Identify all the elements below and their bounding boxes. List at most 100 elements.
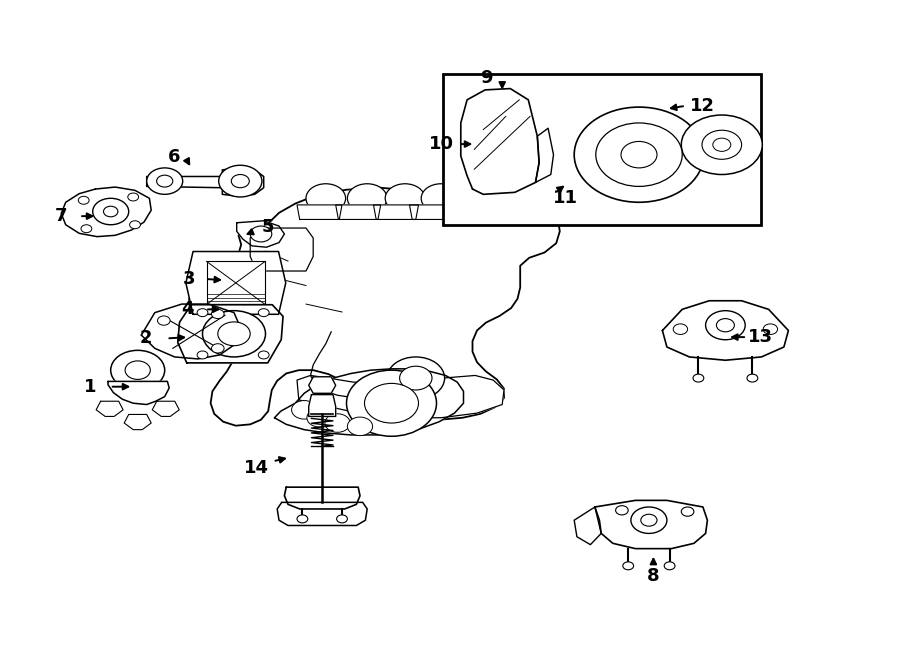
Circle shape [347, 184, 387, 213]
Circle shape [306, 184, 346, 213]
Polygon shape [297, 205, 342, 219]
Circle shape [639, 83, 661, 99]
Circle shape [346, 370, 436, 436]
Polygon shape [96, 401, 123, 416]
Polygon shape [609, 116, 690, 134]
Polygon shape [662, 301, 788, 360]
Text: 12: 12 [689, 97, 715, 115]
Circle shape [763, 324, 778, 334]
Circle shape [693, 374, 704, 382]
Circle shape [212, 344, 224, 353]
Circle shape [307, 408, 332, 427]
Circle shape [702, 130, 742, 159]
Text: 5: 5 [262, 217, 274, 236]
Polygon shape [612, 90, 688, 116]
Polygon shape [461, 89, 539, 194]
Polygon shape [309, 377, 336, 393]
Polygon shape [189, 188, 560, 426]
Circle shape [297, 515, 308, 523]
Circle shape [574, 107, 704, 202]
Circle shape [364, 383, 418, 423]
Circle shape [197, 351, 208, 359]
Polygon shape [595, 500, 707, 549]
Text: 10: 10 [428, 135, 454, 153]
Circle shape [111, 350, 165, 390]
Circle shape [616, 506, 628, 515]
Polygon shape [536, 128, 554, 182]
Circle shape [197, 309, 208, 317]
Text: 3: 3 [183, 270, 195, 288]
Polygon shape [178, 305, 283, 363]
Circle shape [621, 141, 657, 168]
Circle shape [292, 401, 317, 419]
Circle shape [231, 175, 249, 188]
Circle shape [347, 417, 373, 436]
Text: 14: 14 [244, 459, 269, 477]
Circle shape [673, 324, 688, 334]
Text: 6: 6 [167, 147, 180, 166]
Circle shape [125, 361, 150, 379]
Polygon shape [410, 205, 454, 219]
Polygon shape [124, 414, 151, 430]
Polygon shape [634, 75, 666, 91]
Text: 2: 2 [140, 329, 152, 348]
Circle shape [158, 316, 170, 325]
Polygon shape [284, 487, 360, 509]
Circle shape [258, 351, 269, 359]
Text: 8: 8 [647, 567, 660, 586]
Text: 13: 13 [748, 328, 773, 346]
Circle shape [78, 196, 89, 204]
Circle shape [681, 115, 762, 175]
Polygon shape [147, 168, 264, 196]
Circle shape [641, 514, 657, 526]
Polygon shape [297, 375, 504, 418]
Text: 7: 7 [55, 207, 68, 225]
Polygon shape [207, 262, 266, 304]
Polygon shape [237, 221, 284, 247]
Circle shape [596, 123, 682, 186]
Circle shape [713, 138, 731, 151]
Text: 4: 4 [181, 300, 194, 319]
Circle shape [157, 175, 173, 187]
Polygon shape [277, 502, 367, 525]
Circle shape [104, 206, 118, 217]
Text: 11: 11 [553, 189, 578, 208]
Circle shape [212, 309, 224, 319]
Polygon shape [186, 252, 286, 315]
Circle shape [130, 221, 140, 229]
Circle shape [747, 374, 758, 382]
Polygon shape [374, 205, 419, 219]
Circle shape [258, 309, 269, 317]
Circle shape [421, 184, 461, 213]
Circle shape [337, 515, 347, 523]
Polygon shape [108, 381, 169, 405]
Circle shape [202, 311, 266, 357]
Circle shape [147, 168, 183, 194]
Circle shape [623, 562, 634, 570]
Circle shape [325, 414, 350, 432]
Circle shape [681, 507, 694, 516]
Polygon shape [141, 304, 240, 359]
Circle shape [128, 193, 139, 201]
Polygon shape [309, 395, 336, 416]
Circle shape [664, 562, 675, 570]
Circle shape [250, 226, 272, 242]
Text: 9: 9 [480, 69, 492, 87]
Circle shape [218, 322, 250, 346]
Circle shape [81, 225, 92, 233]
Polygon shape [250, 228, 313, 271]
Circle shape [385, 184, 425, 213]
Circle shape [400, 366, 432, 390]
Polygon shape [336, 205, 381, 219]
Circle shape [631, 507, 667, 533]
Polygon shape [574, 507, 601, 545]
Polygon shape [61, 187, 151, 237]
Polygon shape [152, 401, 179, 416]
Circle shape [706, 311, 745, 340]
Circle shape [716, 319, 734, 332]
Circle shape [387, 357, 445, 399]
Circle shape [93, 198, 129, 225]
Polygon shape [274, 369, 464, 435]
Text: 1: 1 [84, 377, 96, 396]
Bar [443, 74, 760, 225]
